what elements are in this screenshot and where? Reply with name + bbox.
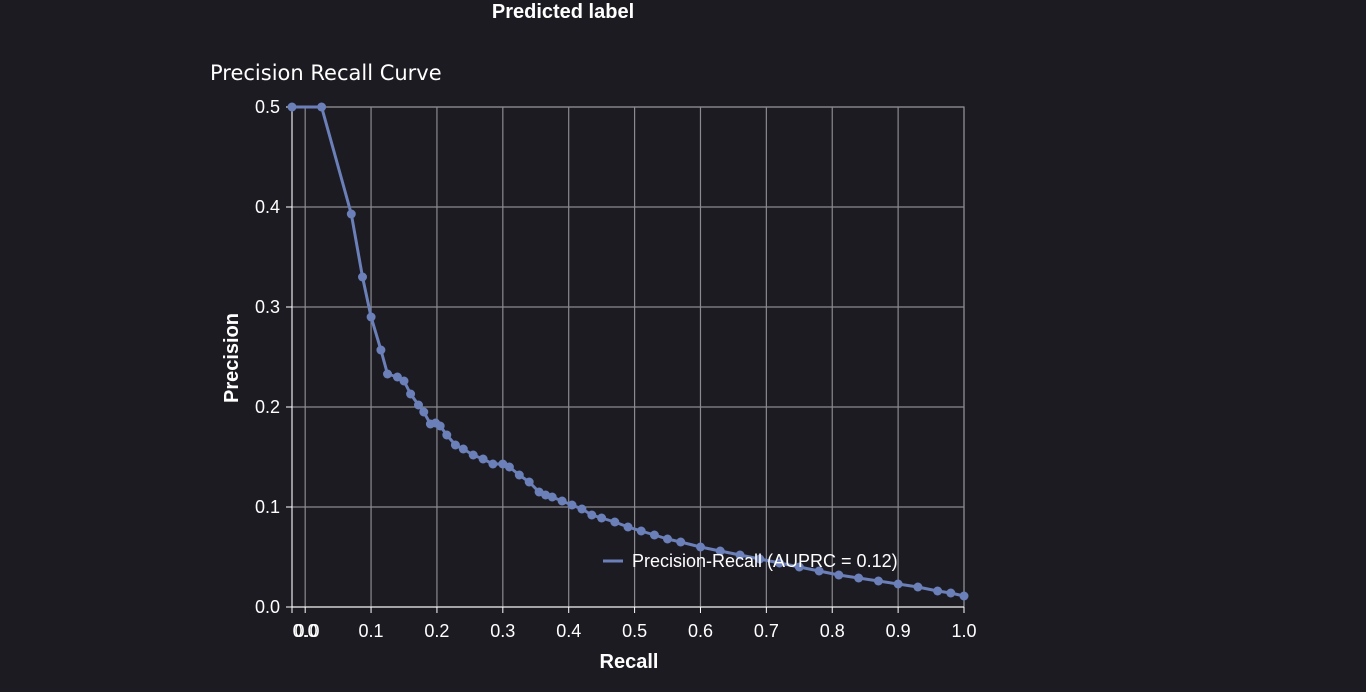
data-point bbox=[873, 576, 883, 586]
data-point bbox=[587, 510, 597, 520]
data-point bbox=[636, 526, 646, 536]
axes bbox=[291, 106, 965, 608]
data-point bbox=[649, 530, 659, 540]
data-point bbox=[488, 459, 498, 469]
data-point bbox=[392, 372, 402, 382]
data-point bbox=[524, 477, 534, 487]
data-point bbox=[893, 579, 903, 589]
legend: Precision-Recall (AUPRC = 0.12) bbox=[603, 551, 898, 571]
data-point bbox=[547, 492, 557, 502]
plot-frame bbox=[291, 106, 965, 608]
grid bbox=[292, 106, 965, 608]
x-tick-label: 0.4 bbox=[556, 621, 581, 641]
data-point bbox=[376, 345, 386, 355]
data-point bbox=[854, 573, 864, 583]
data-point bbox=[755, 554, 765, 564]
chart-title: Precision Recall Curve bbox=[210, 61, 442, 85]
data-point bbox=[478, 454, 488, 464]
data-point bbox=[735, 550, 745, 560]
x-tick-label: 0.8 bbox=[820, 621, 845, 641]
data-point bbox=[663, 534, 672, 544]
x-tick-label: 0.7 bbox=[754, 621, 779, 641]
predicted-label-heading: Predicted label bbox=[492, 1, 634, 23]
data-point bbox=[450, 440, 460, 450]
x-tick-label: 1.0 bbox=[951, 621, 976, 641]
data-point bbox=[346, 209, 356, 219]
data-point bbox=[504, 462, 514, 472]
legend-label: Precision-Recall (AUPRC = 0.12) bbox=[632, 551, 898, 571]
x-tick-label: 0.6 bbox=[688, 621, 713, 641]
x-tick-label: 0.5 bbox=[622, 621, 647, 641]
data-point bbox=[442, 430, 452, 440]
data-point bbox=[959, 591, 969, 601]
data-point bbox=[577, 504, 587, 514]
data-point bbox=[414, 400, 423, 410]
data-point bbox=[814, 566, 824, 576]
x-tick-label: 0.3 bbox=[490, 621, 515, 641]
data-point bbox=[597, 513, 607, 523]
data-point bbox=[933, 586, 943, 596]
data-point bbox=[946, 588, 956, 598]
x-tick-label: 0.9 bbox=[886, 621, 911, 641]
y-axis-title: Precision bbox=[221, 313, 243, 403]
data-point bbox=[435, 421, 445, 431]
y-tick-label: 0.0 bbox=[255, 597, 280, 617]
x-tick-label: 0.0 bbox=[293, 621, 318, 641]
tick-labels: 0.00.10.20.30.40.50.00.0 0.1 0.2 0.3 0.4 0.5 0… bbox=[255, 97, 977, 641]
data-point bbox=[514, 470, 524, 480]
data-point bbox=[567, 500, 577, 510]
data-point bbox=[383, 369, 392, 379]
data-point bbox=[610, 517, 620, 527]
y-tick-label: 0.5 bbox=[255, 97, 280, 117]
y-tick-label: 0.3 bbox=[255, 297, 280, 317]
y-tick-label: 0.4 bbox=[255, 197, 280, 217]
x-tick-label: 0.0 bbox=[294, 621, 319, 641]
data-point bbox=[676, 537, 686, 547]
y-tick-label: 0.2 bbox=[255, 397, 280, 417]
x-axis-title: Recall bbox=[600, 651, 659, 673]
data-point bbox=[399, 376, 409, 386]
data-point bbox=[834, 570, 844, 580]
data-point bbox=[419, 407, 429, 417]
series-layer bbox=[287, 102, 969, 601]
data-point bbox=[317, 102, 327, 112]
x-tick-label: 0.1 bbox=[359, 621, 384, 641]
y-tick-label: 0.1 bbox=[255, 497, 280, 517]
data-point bbox=[696, 542, 705, 552]
data-point bbox=[366, 312, 376, 322]
data-point bbox=[287, 102, 297, 112]
data-point bbox=[623, 522, 633, 532]
data-point bbox=[715, 546, 725, 556]
x-tick-label: 0.2 bbox=[424, 621, 449, 641]
data-point bbox=[557, 496, 567, 506]
data-point bbox=[913, 582, 923, 592]
data-point bbox=[458, 444, 468, 454]
data-point bbox=[358, 272, 367, 282]
data-point bbox=[468, 450, 478, 460]
data-point bbox=[406, 389, 416, 399]
data-point bbox=[775, 558, 784, 568]
data-point bbox=[794, 562, 804, 572]
